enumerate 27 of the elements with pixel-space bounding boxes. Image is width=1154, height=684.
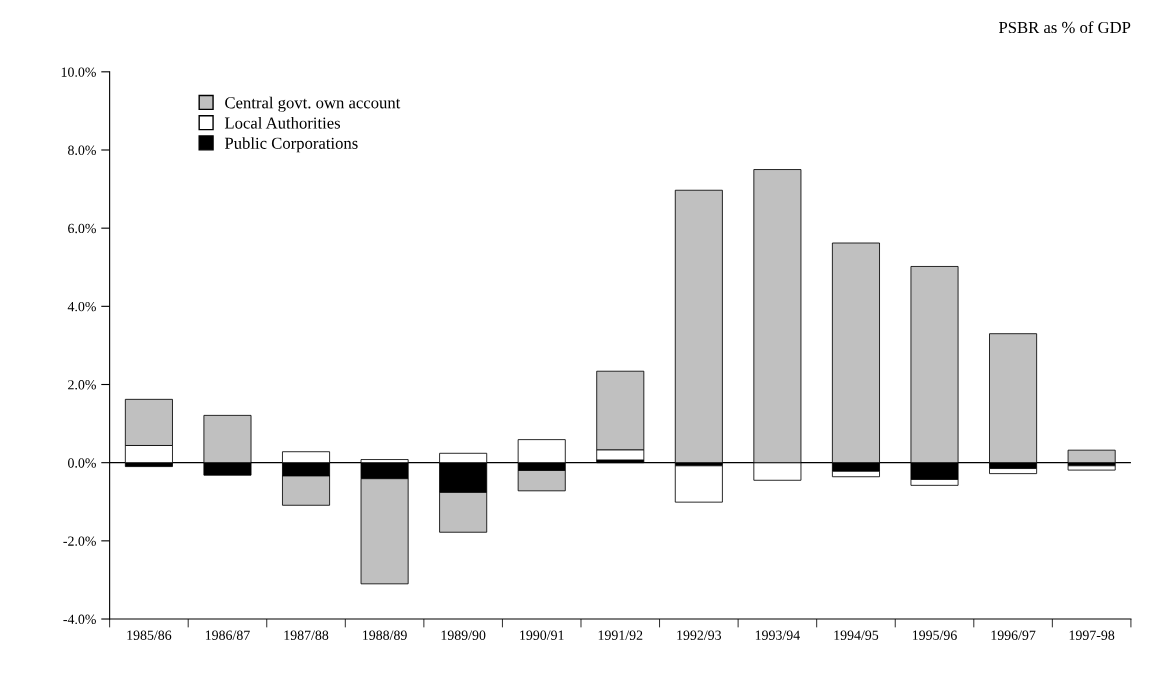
y-tick-label: 10.0% bbox=[61, 67, 96, 77]
y-tick-label: -4.0% bbox=[63, 614, 96, 625]
y-tick-label: 8.0% bbox=[68, 145, 96, 156]
x-tick-label: 1987/88 bbox=[284, 630, 329, 640]
y-tick-label: 0.0% bbox=[68, 458, 96, 468]
x-tick-label: 1986/87 bbox=[205, 630, 250, 640]
x-tick-label: 1990/91 bbox=[520, 630, 564, 640]
bar bbox=[674, 465, 723, 503]
x-tick-label: 1992/93 bbox=[677, 630, 722, 640]
legend-label: Central govt. own account bbox=[225, 96, 401, 112]
y-tick-label: 4.0% bbox=[67, 301, 96, 312]
x-tick-label: 1995/96 bbox=[912, 630, 957, 640]
x-tick-label: 1996/97 bbox=[991, 630, 1036, 640]
x-tick-label: 1989/90 bbox=[441, 630, 486, 640]
chart-title: PSBR as % of GDP bbox=[998, 21, 1131, 34]
legend-label: Public Corporations bbox=[224, 137, 358, 153]
y-tick-label: 6.0% bbox=[68, 223, 96, 234]
x-tick-label: 1994/95 bbox=[834, 630, 879, 640]
bar bbox=[1067, 465, 1116, 471]
y-tick-label: 2.0% bbox=[68, 380, 96, 390]
x-tick-label: 1993/94 bbox=[755, 630, 800, 640]
y-tick-label: -2.0% bbox=[63, 536, 96, 546]
legend-label: Local Authorities bbox=[224, 116, 341, 129]
x-tick-label: 1985/86 bbox=[127, 630, 172, 640]
x-tick-label: 1991/92 bbox=[598, 630, 643, 640]
x-tick-label: 1997-98 bbox=[1069, 630, 1115, 640]
x-tick-label: 1988/89 bbox=[363, 630, 407, 640]
